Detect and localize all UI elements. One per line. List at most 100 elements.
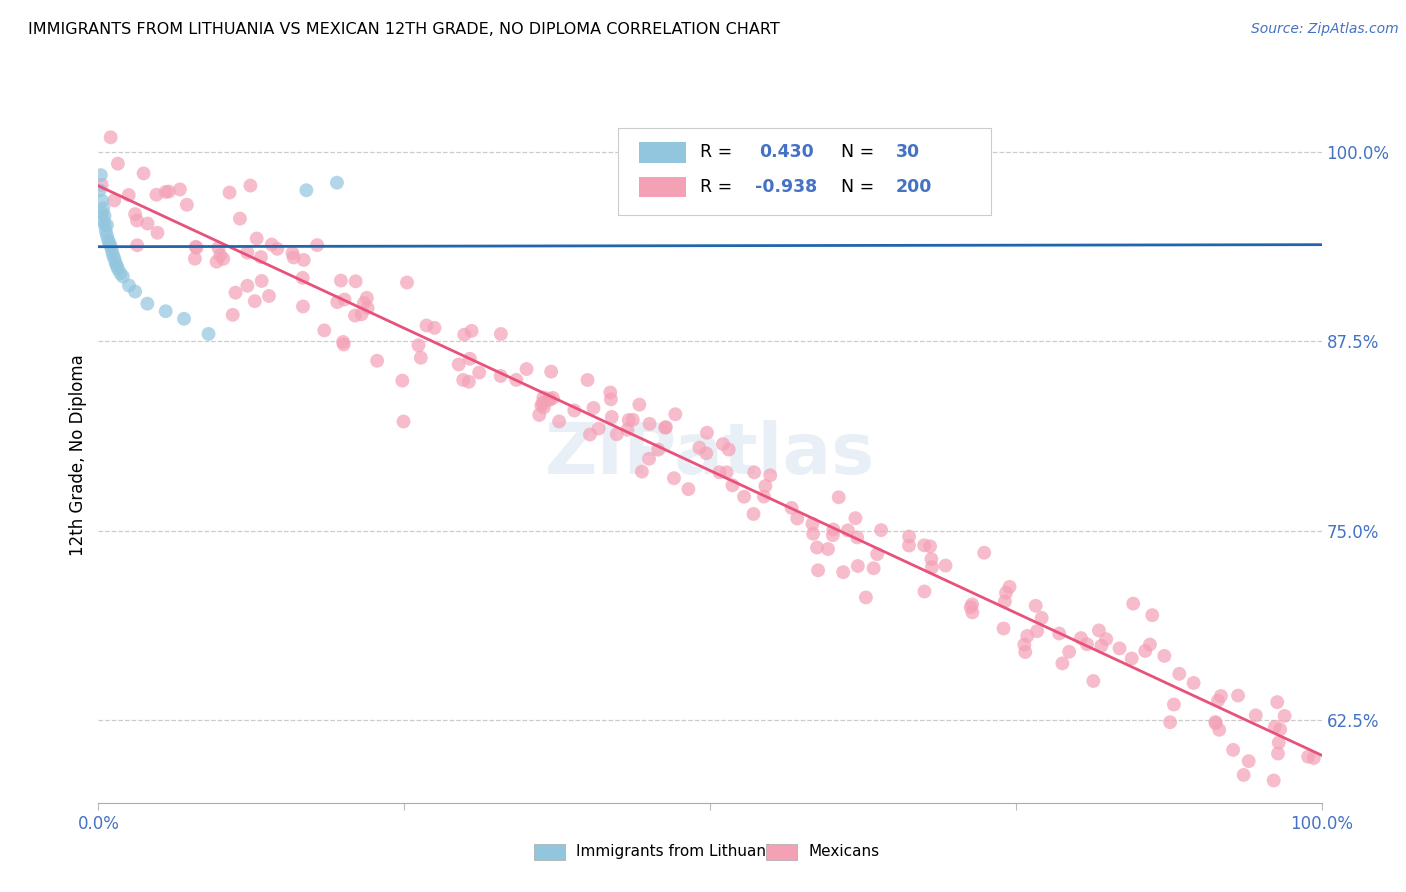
Point [533,391,555,405]
Point [124,285,146,299]
Text: 0.430: 0.430 [759,144,814,161]
Point [780,500,803,515]
Point [1222,743,1244,757]
Point [229,211,252,226]
Point [155,185,177,199]
Point [391,374,413,388]
Point [291,271,314,285]
Point [451,373,474,387]
Point [157,185,180,199]
Point [257,289,280,303]
Point [855,591,877,605]
Point [343,309,366,323]
Point [353,296,375,310]
Bar [640,142,686,162]
Y-axis label: 12th Grade, No Diploma: 12th Grade, No Diploma [69,354,87,556]
Point [1090,639,1112,653]
Point [458,351,481,366]
Point [1227,689,1250,703]
Point [621,413,644,427]
Point [1026,624,1049,639]
Point [125,213,148,227]
Point [1244,708,1267,723]
Point [721,478,744,492]
Point [176,198,198,212]
Point [453,327,475,342]
Point [541,391,564,405]
Point [90,168,112,182]
Point [617,413,640,427]
Point [266,242,288,256]
Point [579,427,602,442]
Point [423,321,446,335]
Point [717,442,740,457]
Point [236,245,259,260]
Point [1237,754,1260,768]
Point [600,392,623,407]
Point [332,337,354,351]
Point [295,183,318,197]
Point [752,490,775,504]
Point [1083,673,1105,688]
Text: 30: 30 [896,144,920,161]
Point [356,301,378,315]
Point [155,304,177,318]
Point [447,358,470,372]
Point [356,291,378,305]
Text: R =: R = [700,144,738,161]
Point [236,278,259,293]
Point [540,365,562,379]
Point [1017,629,1039,643]
Text: Source: ZipAtlas.com: Source: ZipAtlas.com [1251,22,1399,37]
Point [395,276,418,290]
Point [366,353,388,368]
Point [582,401,605,415]
Point [562,403,585,417]
Point [548,414,571,428]
Point [742,466,765,480]
Point [281,246,304,260]
Point [742,507,765,521]
Point [1095,632,1118,647]
Point [124,207,146,221]
Point [225,285,247,300]
Point [132,166,155,180]
Point [96,218,118,232]
Point [205,254,228,268]
Point [806,541,828,555]
Point [828,490,851,504]
Point [91,206,114,220]
Point [146,226,169,240]
Point [107,157,129,171]
Point [934,558,956,573]
Bar [640,177,686,197]
Point [1168,666,1191,681]
Point [616,423,638,437]
Point [100,130,122,145]
Text: ZIPatlas: ZIPatlas [546,420,875,490]
Point [326,176,349,190]
Point [89,183,111,197]
Point [538,392,561,406]
Point [136,296,159,310]
Point [638,417,661,431]
Point [801,526,824,541]
Point [1121,651,1143,665]
Text: -0.938: -0.938 [755,178,817,196]
Point [136,217,159,231]
Point [283,251,305,265]
Point [243,294,266,309]
Point [100,239,122,253]
Text: Mexicans: Mexicans [808,845,880,859]
Point [184,252,207,266]
Point [837,524,859,538]
Point [209,248,232,262]
Point [105,259,128,273]
Point [350,307,373,321]
Point [184,240,207,254]
Point [408,338,430,352]
Point [291,300,314,314]
Point [468,366,491,380]
Point [97,233,120,247]
Point [1047,626,1070,640]
